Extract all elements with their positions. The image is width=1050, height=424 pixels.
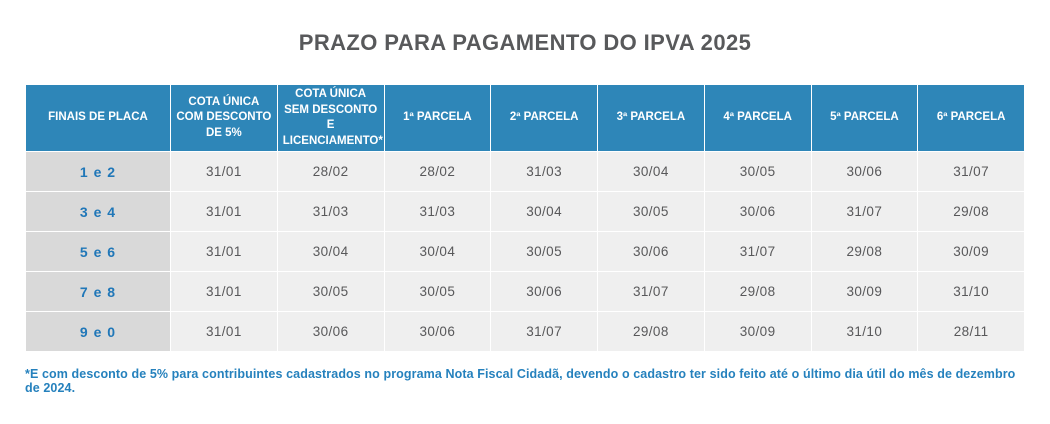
deadline-cell: 30/04: [383, 231, 492, 273]
plate-endings-label: 7 e 8: [25, 271, 171, 313]
deadline-cell: 31/07: [703, 231, 812, 273]
table-row: 5 e 6 31/01 30/04 30/04 30/05 30/06 31/07 29/08…: [25, 231, 1025, 273]
ipva-deadlines-table: FINAIS DE PLACA COTA ÚNICA COM DESCONTO D…: [25, 83, 1025, 353]
plate-endings-label: 3 e 4: [25, 191, 171, 233]
deadline-cell: 30/09: [917, 231, 1025, 273]
deadline-cell: 31/03: [490, 151, 598, 193]
deadline-cell: 28/02: [276, 151, 385, 193]
deadline-cell: 30/05: [276, 271, 385, 313]
deadline-cell: 30/05: [490, 231, 598, 273]
column-header: 1ª PARCELA: [383, 83, 492, 153]
deadline-cell: 31/10: [917, 271, 1025, 313]
deadline-cell: 29/08: [917, 191, 1025, 233]
deadline-cell: 31/01: [170, 231, 278, 273]
deadline-cell: 31/03: [276, 191, 385, 233]
deadline-cell: 31/07: [490, 311, 598, 353]
plate-endings-label: 1 e 2: [25, 151, 171, 193]
deadline-cell: 31/07: [810, 191, 919, 233]
deadline-cell: 30/06: [597, 231, 705, 273]
deadline-cell: 29/08: [597, 311, 705, 353]
deadline-cell: 28/11: [917, 311, 1025, 353]
deadline-cell: 30/06: [276, 311, 385, 353]
footnote: *E com desconto de 5% para contribuintes…: [25, 367, 1016, 396]
column-header: COTA ÚNICA SEM DESCONTO E LICENCIAMENTO*: [276, 83, 385, 153]
deadline-cell: 31/10: [810, 311, 919, 353]
deadline-cell: 31/01: [170, 191, 278, 233]
deadline-cell: 30/06: [703, 191, 812, 233]
deadline-cell: 30/05: [383, 271, 492, 313]
table-row: 9 e 0 31/01 30/06 30/06 31/07 29/08 30/09 31/10…: [25, 311, 1025, 353]
deadline-cell: 30/04: [490, 191, 598, 233]
deadline-cell: 31/01: [170, 271, 278, 313]
table-row: 7 e 8 31/01 30/05 30/05 30/06 31/07 29/08 30/09…: [25, 271, 1025, 313]
deadline-cell: 31/07: [917, 151, 1025, 193]
table-row: 3 e 4 31/01 31/03 31/03 30/04 30/05 30/06 31/07…: [25, 191, 1025, 233]
deadline-cell: 29/08: [810, 231, 919, 273]
deadline-cell: 29/08: [703, 271, 812, 313]
page-title: PRAZO PARA PAGAMENTO DO IPVA 2025: [298, 30, 752, 55]
column-header: FINAIS DE PLACA: [25, 83, 171, 153]
deadline-cell: 28/02: [383, 151, 492, 193]
column-header: 4ª PARCELA: [703, 83, 812, 153]
column-header: 3ª PARCELA: [597, 83, 705, 153]
column-header: 2ª PARCELA: [490, 83, 598, 153]
plate-endings-label: 5 e 6: [25, 231, 171, 273]
deadline-cell: 30/06: [810, 151, 919, 193]
deadline-cell: 31/01: [170, 311, 278, 353]
deadline-cell: 31/07: [597, 271, 705, 313]
deadline-cell: 30/04: [597, 151, 705, 193]
deadline-cell: 31/03: [383, 191, 492, 233]
column-header: 5ª PARCELA: [810, 83, 919, 153]
deadline-cell: 30/09: [703, 311, 812, 353]
column-header: COTA ÚNICA COM DESCONTO DE 5%: [170, 83, 278, 153]
deadline-cell: 30/05: [597, 191, 705, 233]
deadline-cell: 31/01: [170, 151, 278, 193]
deadline-cell: 30/06: [383, 311, 492, 353]
table-row: 1 e 2 31/01 28/02 28/02 31/03 30/04 30/05 30/06…: [25, 151, 1025, 193]
column-header: 6ª PARCELA: [917, 83, 1025, 153]
plate-endings-label: 9 e 0: [25, 311, 171, 353]
deadline-cell: 30/09: [810, 271, 919, 313]
deadline-cell: 30/04: [276, 231, 385, 273]
table-header-row: FINAIS DE PLACA COTA ÚNICA COM DESCONTO D…: [25, 83, 1025, 153]
deadline-cell: 30/06: [490, 271, 598, 313]
deadline-cell: 30/05: [703, 151, 812, 193]
